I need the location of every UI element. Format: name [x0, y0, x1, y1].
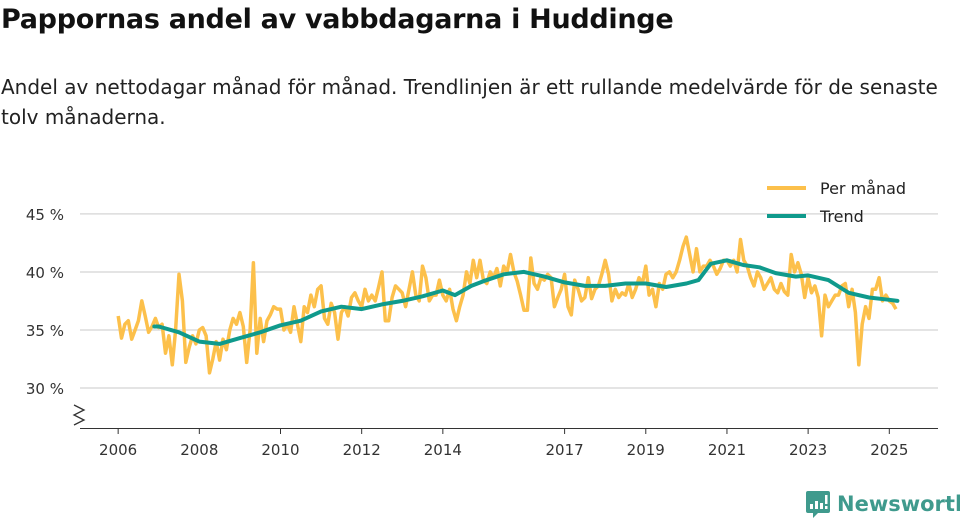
- legend-label-per-manad: Per månad: [820, 179, 906, 198]
- x-tick-label: 2017: [546, 441, 584, 459]
- x-tick-label: 2008: [180, 441, 218, 459]
- axis-break-icon: [72, 404, 86, 426]
- newsworthy-logo-text: Newsworthy: [837, 492, 960, 516]
- y-tick-label: 35 %: [26, 322, 64, 340]
- y-tick-label: 40 %: [26, 264, 64, 282]
- x-tick-label: 2021: [708, 441, 746, 459]
- series-line-trend: [152, 258, 900, 346]
- newsworthy-logo: Newsworthy: [805, 489, 960, 519]
- page-subtitle: Andel av nettodagar månad för månad. Tre…: [1, 75, 938, 129]
- x-tick-label: 2025: [870, 441, 908, 459]
- page-title: Pappornas andel av vabbdagarna i Hudding…: [1, 4, 674, 35]
- series-line-per-manad: [116, 235, 898, 375]
- y-tick-label: 30 %: [26, 380, 64, 398]
- x-tick-label: 2010: [261, 441, 299, 459]
- newsworthy-logo-icon: [806, 491, 830, 518]
- legend-label-trend: Trend: [819, 207, 864, 226]
- x-tick-label: 2014: [424, 441, 462, 459]
- legend: Per månad Trend: [767, 179, 906, 226]
- x-tick-label: 2006: [99, 441, 137, 459]
- x-tick-label: 2012: [343, 441, 381, 459]
- x-tick-label: 2019: [627, 441, 665, 459]
- y-tick-label: 45 %: [26, 206, 64, 224]
- x-tick-label: 2023: [789, 441, 827, 459]
